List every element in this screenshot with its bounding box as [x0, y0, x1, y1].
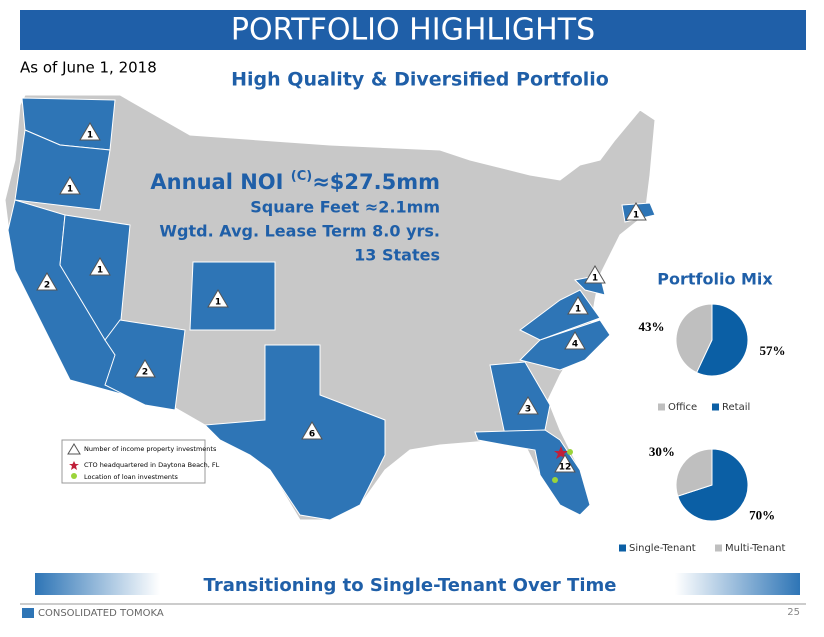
count-marker — [554, 454, 576, 473]
loan-dot — [552, 477, 558, 483]
pie-slice — [675, 448, 713, 497]
count-marker — [564, 331, 586, 350]
state-count: 1 — [633, 211, 639, 221]
count-marker — [584, 265, 606, 284]
legend-label: Office — [668, 402, 697, 413]
page-number: 25 — [787, 607, 800, 618]
state-count: 1 — [215, 298, 221, 308]
square-feet: Square Feet ≈2.1mm — [250, 198, 440, 217]
legend-swatch — [619, 544, 626, 552]
pie-label: 43% — [638, 319, 664, 334]
noi-value: ≈$27.5mm — [312, 170, 440, 194]
pie-slice — [696, 303, 749, 377]
count-marker — [517, 396, 539, 415]
state-count: 1 — [575, 305, 581, 315]
count-marker — [625, 202, 647, 221]
svg-text:Annual NOI (C)≈$27.5mm: Annual NOI (C)≈$27.5mm — [150, 169, 440, 195]
legend-label: Multi-Tenant — [725, 543, 785, 554]
count-marker — [567, 296, 589, 315]
count-marker — [59, 176, 81, 195]
loan-dot — [567, 449, 573, 455]
states-count: 13 States — [354, 246, 440, 265]
legend-label: Retail — [722, 402, 750, 413]
pie-label: 30% — [649, 444, 675, 459]
count-marker — [89, 257, 111, 276]
state-count: 1 — [67, 185, 73, 195]
state-count: 6 — [309, 430, 315, 440]
count-marker — [36, 272, 58, 291]
pie-label: 70% — [749, 508, 775, 523]
pie-slice — [675, 303, 713, 374]
pie-label: 57% — [760, 343, 786, 358]
title: PORTFOLIO HIGHLIGHTS — [231, 13, 595, 48]
subtitle: High Quality & Diversified Portfolio — [231, 69, 609, 91]
state-count: 2 — [44, 281, 50, 291]
count-marker — [207, 289, 229, 308]
noi-sup: (C) — [291, 169, 312, 184]
state-count: 12 — [559, 463, 572, 473]
banner-bar — [675, 573, 800, 595]
title-bar — [20, 10, 806, 50]
pie-slice — [677, 448, 749, 522]
lease-term: Wgtd. Avg. Lease Term 8.0 yrs. — [159, 222, 440, 241]
legend-label: Single-Tenant — [629, 543, 696, 554]
map-legend: Number of income property investments CT… — [61, 439, 220, 484]
count-marker — [301, 421, 323, 440]
state-count: 2 — [142, 368, 148, 378]
mix-title: Portfolio Mix — [657, 270, 773, 289]
logo — [22, 608, 34, 618]
date: As of June 1, 2018 — [20, 59, 157, 77]
state-count: 1 — [87, 131, 93, 141]
state-count: 1 — [97, 266, 103, 276]
banner: Transitioning to Single-Tenant Over Time — [204, 575, 617, 596]
legend-text: CTO headquartered in Daytona Beach, FL — [84, 461, 220, 469]
banner-bar — [35, 573, 160, 595]
us-map — [4, 94, 656, 521]
stats: Annual NOI (C)≈$27.5mm Square Feet ≈2.1m… — [150, 169, 440, 265]
state-count: 3 — [525, 405, 531, 415]
legend-swatch — [715, 544, 722, 552]
legend-text: Location of loan investments — [84, 473, 179, 481]
legend-swatch — [712, 403, 719, 411]
noi-label: Annual NOI — [150, 170, 283, 194]
legend-swatch — [658, 403, 665, 411]
count-marker — [134, 359, 156, 378]
state-count: 1 — [592, 274, 598, 284]
count-marker — [79, 122, 101, 141]
legend-text: Number of income property investments — [84, 445, 217, 453]
company: CONSOLIDATED TOMOKA — [38, 608, 164, 619]
state-count: 4 — [572, 340, 578, 350]
